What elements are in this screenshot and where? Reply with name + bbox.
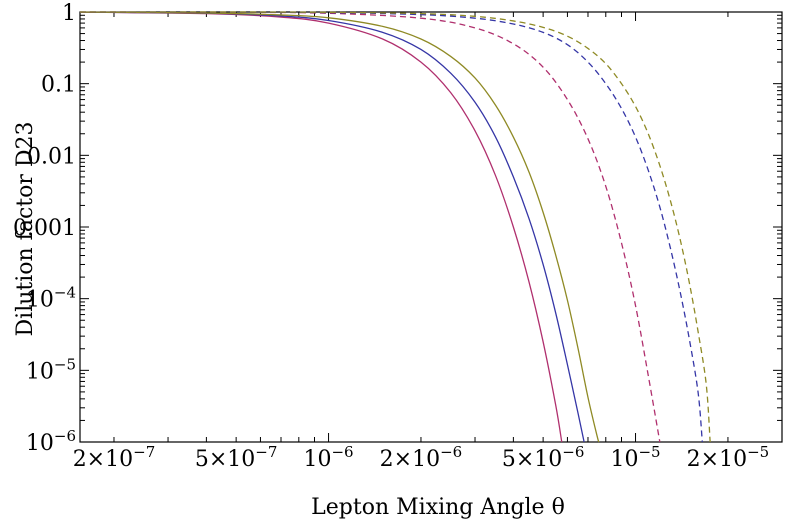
x-tick-label: 10−5 — [610, 443, 660, 472]
x-axis-title: Lepton Mixing Angle θ — [311, 495, 565, 520]
series-line-4 — [79, 11, 661, 443]
series-layer — [79, 11, 711, 443]
y-tick-label: 1 — [62, 1, 76, 26]
y-tick-label: 0.1 — [41, 73, 76, 98]
series-line-5 — [79, 11, 703, 443]
x-tick-label: 2×10−7 — [73, 443, 156, 472]
series-line-6 — [79, 11, 711, 443]
series-line-3 — [79, 11, 600, 443]
x-tick-label: 2×10−6 — [380, 443, 463, 472]
x-tick-label: 5×10−6 — [502, 443, 585, 472]
series-line-1 — [79, 11, 563, 443]
plot-frame — [79, 11, 783, 443]
x-axis-ticks: 2×10−7 5×10−7 10−6 2×10−6 5×10−6 10−5 2×10−5 — [73, 12, 770, 472]
y-tick-label: 0.01 — [27, 144, 76, 169]
plot-border — [79, 11, 783, 443]
y-axis-title: Dilution factor D23 — [13, 122, 38, 337]
x-tick-label: 10−6 — [303, 443, 353, 472]
y-tick-label: 10−4 — [26, 284, 76, 313]
y-tick-label: 0.001 — [13, 216, 76, 241]
y-tick-label: 10−6 — [26, 427, 76, 456]
x-tick-label: 5×10−7 — [195, 443, 278, 472]
y-axis-ticks: 1 0.1 0.01 0.001 10−4 10−5 10−6 — [13, 1, 782, 456]
series-line-2 — [79, 11, 585, 443]
y-tick-label: 10−5 — [26, 355, 76, 384]
x-tick-label: 2×10−5 — [687, 443, 770, 472]
